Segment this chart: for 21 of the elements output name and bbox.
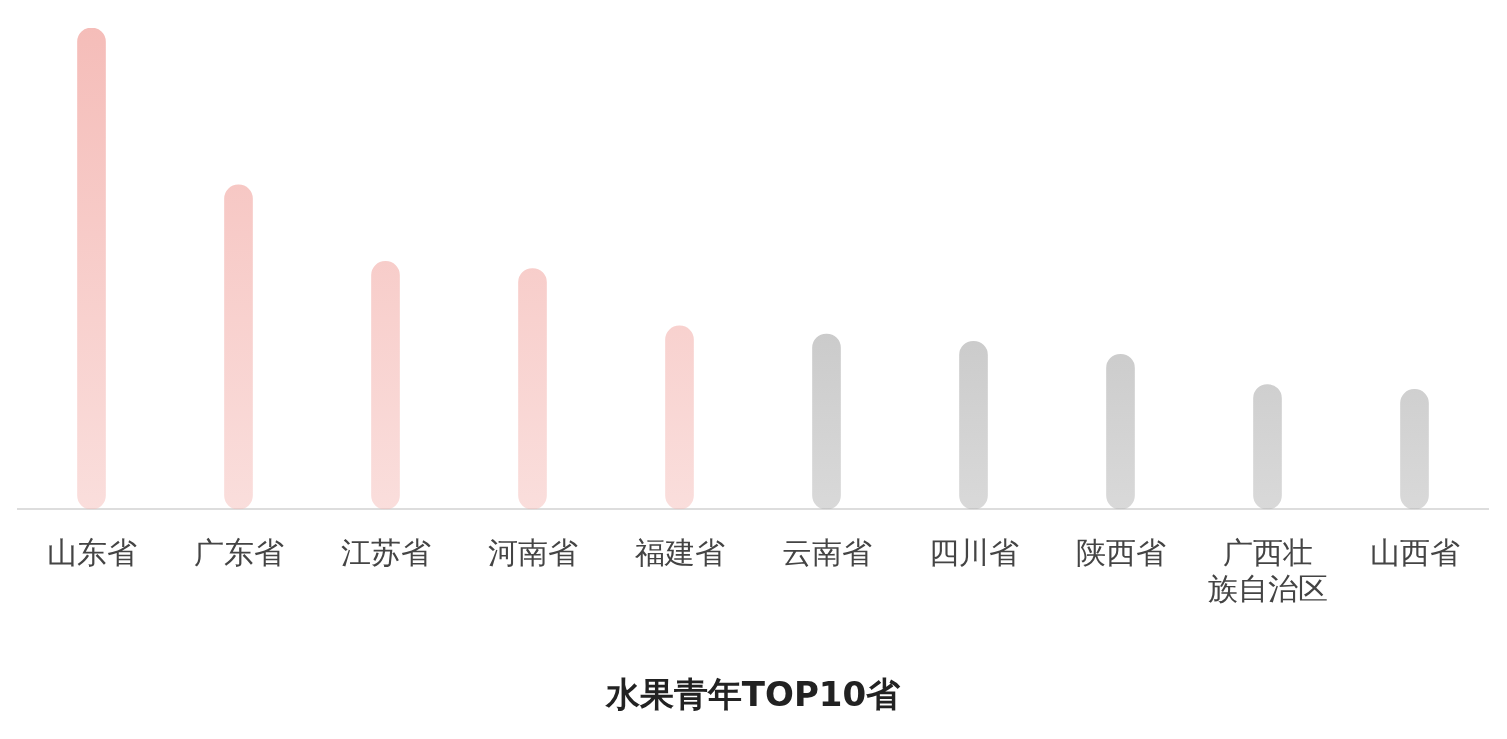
bar [959,340,988,510]
bar [665,325,694,510]
bar [371,261,400,510]
x-tick-label: 广西壮族自治区 [1207,535,1328,606]
x-tick-label: 陕西省 [1075,535,1166,570]
text: 水果青年TOP10省 [604,674,902,715]
bar [224,184,253,510]
bar [1253,384,1282,510]
x-tick-label: 山西省 [1369,535,1460,570]
bar [812,333,841,510]
x-tick-label: 山东省 [46,535,137,570]
x-tick-label: 江苏省 [340,535,431,570]
bar [77,28,106,510]
bar [518,268,547,510]
x-tick-label: 福建省 [634,535,725,570]
x-tick-label: 云南省 [781,535,872,570]
bar [1400,389,1429,510]
bar [1106,353,1135,510]
x-tick-label: 广东省 [193,535,284,570]
x-tick-label: 河南省 [487,535,578,570]
x-tick-label: 四川省 [928,535,1019,570]
